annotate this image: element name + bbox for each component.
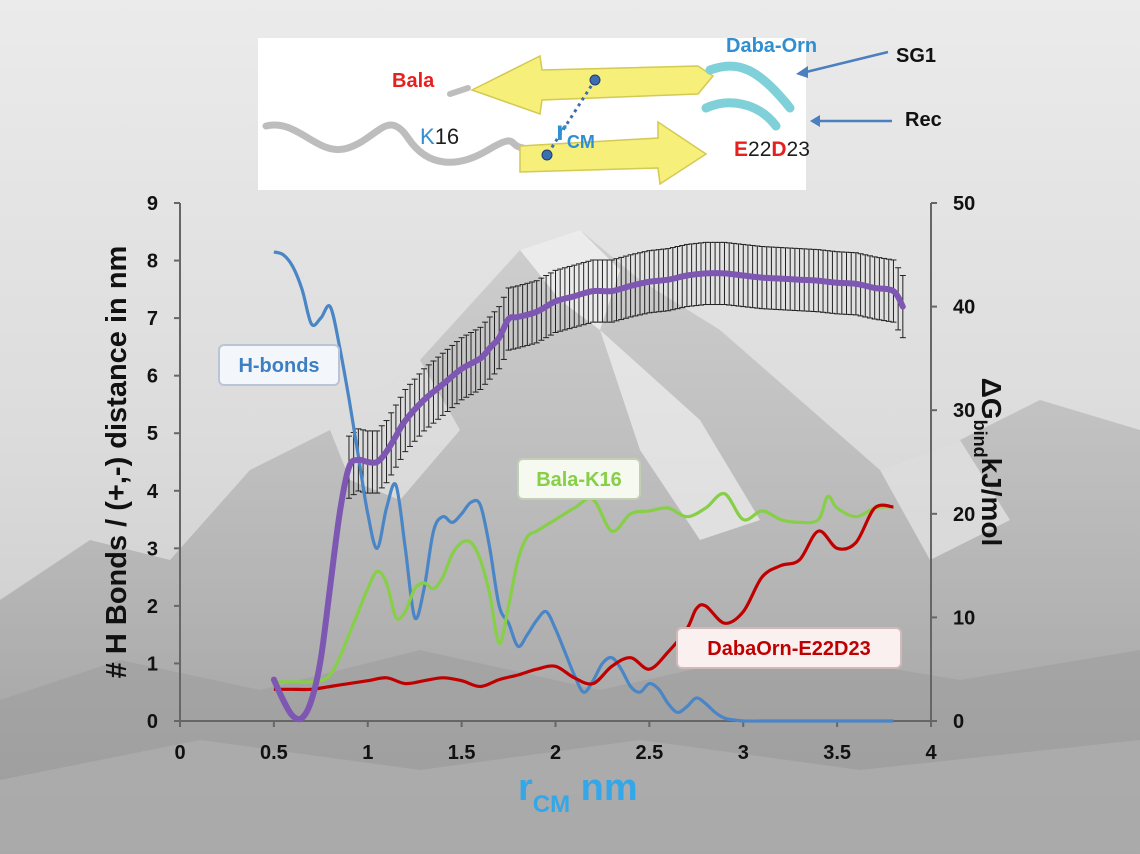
molecular-inset bbox=[258, 38, 806, 190]
inset-k16-label: K16 bbox=[420, 124, 459, 149]
x-tick-label: 0.5 bbox=[260, 742, 288, 764]
upper-tail bbox=[447, 85, 471, 97]
bala-k16-label: Bala-K16 bbox=[536, 469, 622, 491]
daba-orn-turn bbox=[705, 61, 795, 113]
y2-tick-label: 50 bbox=[953, 193, 975, 215]
hbonds-label-box: H-bonds bbox=[218, 344, 340, 386]
x-tick-label: 0 bbox=[174, 742, 185, 764]
hbonds-label: H-bonds bbox=[238, 355, 319, 377]
x-tick-label: 2 bbox=[550, 742, 561, 764]
y2-tick-label: 40 bbox=[953, 297, 975, 319]
sg1-arrowhead bbox=[796, 66, 808, 78]
inset-bala-label: Bala bbox=[392, 70, 435, 92]
y-ticks: 0 1 2 3 4 5 6 7 8 9 bbox=[147, 193, 180, 733]
y2-ticks: 0 10 20 30 40 50 bbox=[931, 193, 975, 733]
x-tick-label: 3.5 bbox=[823, 742, 851, 764]
y-tick-label: 8 bbox=[147, 251, 158, 273]
beta-hairpin-illustration bbox=[262, 54, 795, 186]
inset-e22d23-label: E22D23 bbox=[734, 138, 810, 161]
y2-tick-label: 10 bbox=[953, 607, 975, 629]
rec-arrowhead bbox=[810, 115, 820, 127]
y2-axis-title: ΔGbindkJ/mol bbox=[970, 378, 1007, 547]
rcm-distance-line bbox=[545, 79, 597, 156]
y2-tick-label: 20 bbox=[953, 504, 975, 526]
y-tick-label: 3 bbox=[147, 538, 158, 560]
series-lines bbox=[270, 250, 906, 723]
rec-turn bbox=[701, 98, 781, 131]
x-tick-label: 3 bbox=[738, 742, 749, 764]
inset-rec-label: Rec bbox=[905, 109, 942, 131]
x-axis-title: rCM nm bbox=[518, 767, 638, 818]
y2-tick-label: 30 bbox=[953, 400, 975, 422]
cm-dot-upper bbox=[589, 74, 601, 86]
inset-rcm-label: rCM bbox=[556, 115, 595, 152]
dabaorn-label-box: DabaOrn-E22D23 bbox=[676, 627, 902, 669]
bala-k16-line bbox=[273, 491, 894, 684]
dabaorn-label: DabaOrn-E22D23 bbox=[707, 638, 870, 660]
y-tick-label: 1 bbox=[147, 653, 158, 675]
y-tick-label: 2 bbox=[147, 596, 158, 618]
x-tick-label: 1 bbox=[362, 742, 373, 764]
bala-k16-label-box: Bala-K16 bbox=[517, 458, 641, 500]
lower-beta-strand bbox=[519, 120, 708, 186]
cm-dot-lower bbox=[541, 149, 553, 161]
x-tick-label: 4 bbox=[925, 742, 937, 764]
y-tick-label: 5 bbox=[147, 423, 158, 445]
inset-daba-orn-label: Daba-Orn bbox=[726, 35, 817, 57]
lower-tail bbox=[262, 121, 527, 166]
sg1-arrow bbox=[801, 50, 889, 75]
y-tick-label: 0 bbox=[147, 711, 158, 733]
y-tick-label: 4 bbox=[147, 481, 159, 503]
y2-tick-label: 0 bbox=[953, 711, 964, 733]
dabaorn-e22d23-line bbox=[273, 503, 894, 692]
y-tick-label: 7 bbox=[147, 308, 158, 330]
x-tick-label: 1.5 bbox=[448, 742, 476, 764]
y-tick-label: 9 bbox=[147, 193, 158, 215]
y-tick-label: 6 bbox=[147, 366, 158, 388]
y-axis-title: # H Bonds / (+,-) distance in nm bbox=[101, 246, 133, 679]
hbonds-line bbox=[273, 250, 894, 723]
inset-sg1-label: SG1 bbox=[896, 45, 936, 67]
x-ticks: 0 0.5 1 1.5 2 2.5 3 3.5 4 bbox=[174, 721, 937, 764]
upper-beta-strand bbox=[470, 54, 715, 116]
x-tick-label: 2.5 bbox=[635, 742, 663, 764]
dg-bind-line bbox=[270, 270, 906, 723]
